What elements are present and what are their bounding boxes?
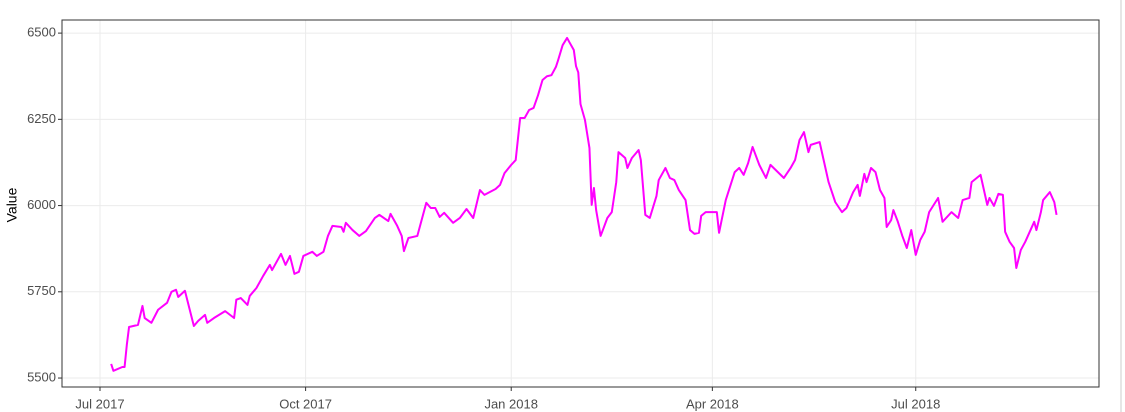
x-tick-label: Apr 2018: [686, 396, 739, 411]
y-tick-label: 5500: [27, 369, 56, 384]
mark-layer: [110, 36, 1058, 372]
x-tick-label: Oct 2017: [279, 396, 332, 411]
y-tick-label: 6500: [27, 25, 56, 40]
x-tick-label: Jan 2018: [484, 396, 538, 411]
y-tick-label: 6000: [27, 197, 56, 212]
data-line: [110, 36, 1058, 372]
y-tick-label: 6250: [27, 111, 56, 126]
x-tick-label: Jul 2018: [891, 396, 940, 411]
y-axis-title: Value: [4, 187, 20, 222]
grid-layer: [62, 20, 1099, 387]
y-tick-label: 5750: [27, 283, 56, 298]
plot-border: [61, 19, 1100, 388]
x-tick-label: Jul 2017: [75, 396, 124, 411]
